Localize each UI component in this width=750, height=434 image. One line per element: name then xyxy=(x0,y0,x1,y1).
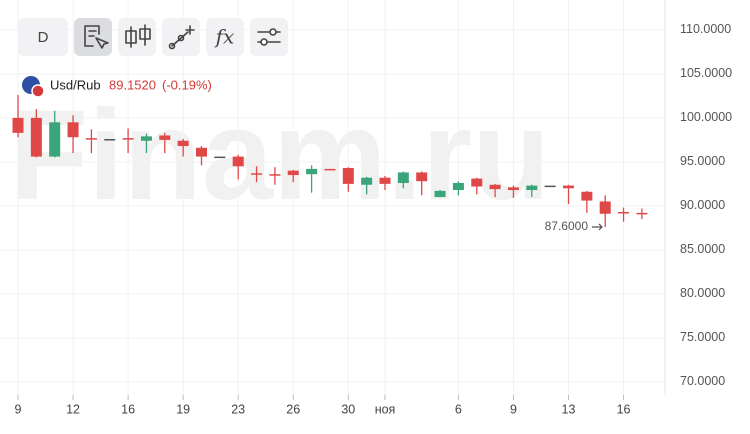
candle-body xyxy=(397,172,409,183)
y-tick-label: 110.0000 xyxy=(680,22,731,36)
x-tick-label: 23 xyxy=(231,402,245,416)
candle-body xyxy=(452,182,464,191)
draw-icon xyxy=(84,25,109,49)
candle-body xyxy=(599,201,611,214)
x-tick-label: 30 xyxy=(341,402,355,416)
candle-body xyxy=(232,156,244,167)
settings-button[interactable] xyxy=(250,18,288,56)
y-tick-label: 105.0000 xyxy=(680,66,732,80)
candle-body xyxy=(489,184,501,190)
candle-body xyxy=(122,138,134,140)
candle-body xyxy=(12,117,24,133)
candle-body xyxy=(507,187,519,191)
candle-body xyxy=(177,140,189,147)
candle-body xyxy=(306,168,318,175)
candle-body xyxy=(379,177,391,184)
toolbar: D fx xyxy=(18,18,288,56)
period-button[interactable] xyxy=(18,18,68,56)
x-tick-label: 13 xyxy=(562,402,576,416)
y-tick-label: 100.0000 xyxy=(680,110,732,124)
y-tick-label: 70.0000 xyxy=(680,374,725,388)
y-tick-label: 95.0000 xyxy=(680,154,725,168)
candle-body xyxy=(471,178,483,187)
candle-body xyxy=(324,168,336,171)
candle-body xyxy=(287,170,299,176)
candle-body xyxy=(67,122,79,138)
candle-button[interactable] xyxy=(118,18,156,56)
candle-body xyxy=(196,147,207,157)
draw-button[interactable] xyxy=(74,18,112,56)
symbol: Usd/Rub xyxy=(50,77,101,92)
candle-body xyxy=(636,212,648,215)
candle-icon xyxy=(125,24,151,48)
watermark: Finam.ru xyxy=(10,84,551,227)
x-tick-label: 19 xyxy=(176,402,190,416)
x-tick-label: ноя xyxy=(375,402,396,416)
flag-ru xyxy=(31,84,45,98)
low-marker-label: 87.6000 xyxy=(545,219,589,233)
x-tick-label: 6 xyxy=(455,402,462,416)
candle-body xyxy=(85,138,97,140)
candle-body xyxy=(342,168,354,184)
x-tick-label: 9 xyxy=(15,402,22,416)
change: (-0.19%) xyxy=(162,77,212,92)
y-tick-label: 85.0000 xyxy=(680,242,725,256)
candle-body xyxy=(140,136,152,141)
tools-button[interactable] xyxy=(162,18,200,56)
tools-icon xyxy=(171,25,195,47)
x-tick-label: 16 xyxy=(121,402,135,416)
x-tick-label: 12 xyxy=(66,402,80,416)
candle-body xyxy=(618,212,630,214)
function-label[interactable]: fx xyxy=(214,25,235,49)
candle-body xyxy=(361,177,373,185)
candle-body xyxy=(159,135,171,140)
candle-body xyxy=(30,117,42,157)
function-button[interactable] xyxy=(206,18,244,56)
candle-body xyxy=(251,173,263,175)
candle-body xyxy=(269,174,281,176)
x-tick-label: 9 xyxy=(510,402,517,416)
legend: Usd/Rub 89.1520 (-0.19%) xyxy=(22,76,212,98)
candle-body xyxy=(104,138,116,141)
candle-body xyxy=(49,122,61,157)
candle-body xyxy=(416,172,428,182)
x-tick-label: 26 xyxy=(286,402,300,416)
x-tick-label: 16 xyxy=(617,402,631,416)
y-tick-label: 80.0000 xyxy=(680,286,725,300)
period-label[interactable]: D xyxy=(38,29,49,46)
y-tick-label: 90.0000 xyxy=(680,198,725,212)
candle-body xyxy=(544,185,556,188)
candle-body xyxy=(214,156,226,159)
candle-body xyxy=(526,185,538,191)
low-marker-arrow xyxy=(592,223,603,231)
candle-body xyxy=(581,191,593,201)
candle-body xyxy=(434,190,446,198)
y-tick-label: 75.0000 xyxy=(680,330,725,344)
last-price: 89.1520 xyxy=(109,77,156,92)
candle-body xyxy=(563,185,574,189)
